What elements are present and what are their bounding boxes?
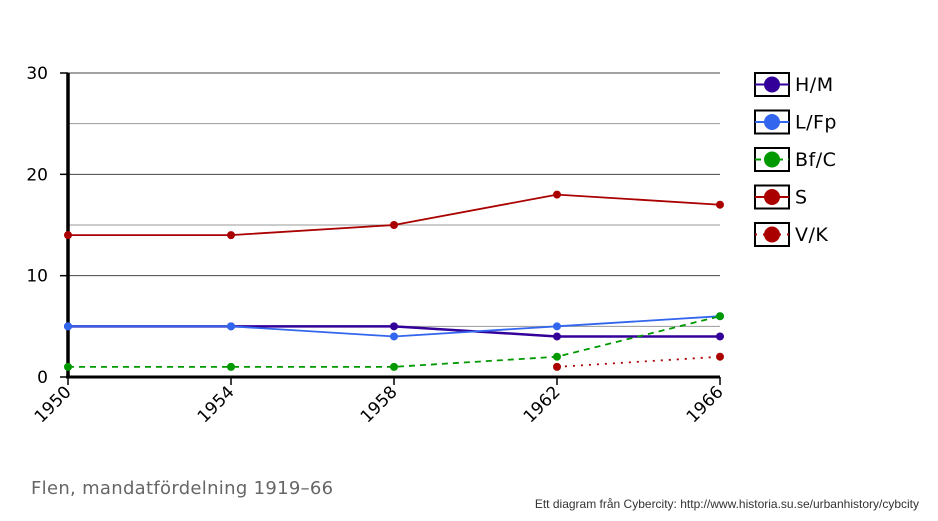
data-point: [390, 221, 398, 229]
chart-caption: Flen, mandatfördelning 1919–66: [31, 478, 334, 499]
legend-swatch-marker: [764, 151, 780, 168]
series-lines: [64, 190, 724, 371]
x-tick-label: 1954: [194, 382, 239, 427]
data-point: [64, 322, 72, 331]
data-point: [227, 322, 235, 331]
data-point: [553, 190, 561, 199]
series-3: [64, 190, 724, 240]
series-4: [553, 352, 724, 371]
data-point: [553, 352, 561, 361]
series-line: [556, 355, 721, 368]
legend-label: V/K: [795, 224, 828, 246]
data-point: [553, 332, 561, 341]
legend-label: H/M: [795, 74, 834, 96]
legend-entry-2: Bf/C: [754, 147, 836, 172]
data-point: [390, 362, 398, 371]
legend-swatch-marker: [764, 76, 780, 93]
legend-entry-1: L/Fp: [754, 109, 837, 135]
legend-swatch-marker: [764, 114, 780, 130]
legend-entry-0: H/M: [754, 72, 834, 97]
data-point: [716, 332, 724, 341]
series-1: [64, 312, 724, 341]
data-point: [227, 231, 235, 240]
legend-label: L/Fp: [795, 112, 837, 134]
source-credit: Ett diagram från Cybercity: http://www.h…: [534, 497, 919, 511]
y-tick-label: 20: [26, 165, 48, 185]
x-tick-label: 1950: [31, 382, 76, 427]
x-tick-label: 1958: [357, 382, 402, 427]
data-point: [716, 352, 724, 361]
data-point: [716, 200, 724, 209]
data-point: [64, 231, 72, 240]
legend-label: Bf/C: [795, 149, 836, 171]
series-line: [68, 193, 721, 237]
data-point: [553, 322, 561, 331]
series-2: [64, 312, 724, 371]
data-point: [227, 362, 235, 371]
y-tick-label: 30: [26, 64, 48, 84]
legend-swatch-marker: [764, 189, 780, 205]
data-point: [390, 332, 398, 341]
legend: H/M L/Fp Bf/C S V/K: [754, 72, 837, 247]
legend-label: S: [795, 187, 808, 209]
legend-entry-4: V/K: [754, 222, 828, 247]
data-point: [64, 362, 72, 371]
legend-entry-3: S: [754, 184, 808, 210]
data-point: [716, 312, 724, 321]
data-point: [553, 362, 561, 371]
axes: 0 10 20 30 1950 1954 1958 1962 1966: [26, 64, 727, 427]
y-tick-label: 10: [26, 267, 48, 287]
y-tick-label: 0: [37, 368, 48, 388]
gridlines: [68, 72, 720, 327]
data-point: [390, 322, 398, 331]
x-tick-label: 1962: [520, 382, 565, 427]
x-tick-label: 1966: [683, 382, 728, 427]
legend-swatch-marker: [764, 226, 780, 243]
